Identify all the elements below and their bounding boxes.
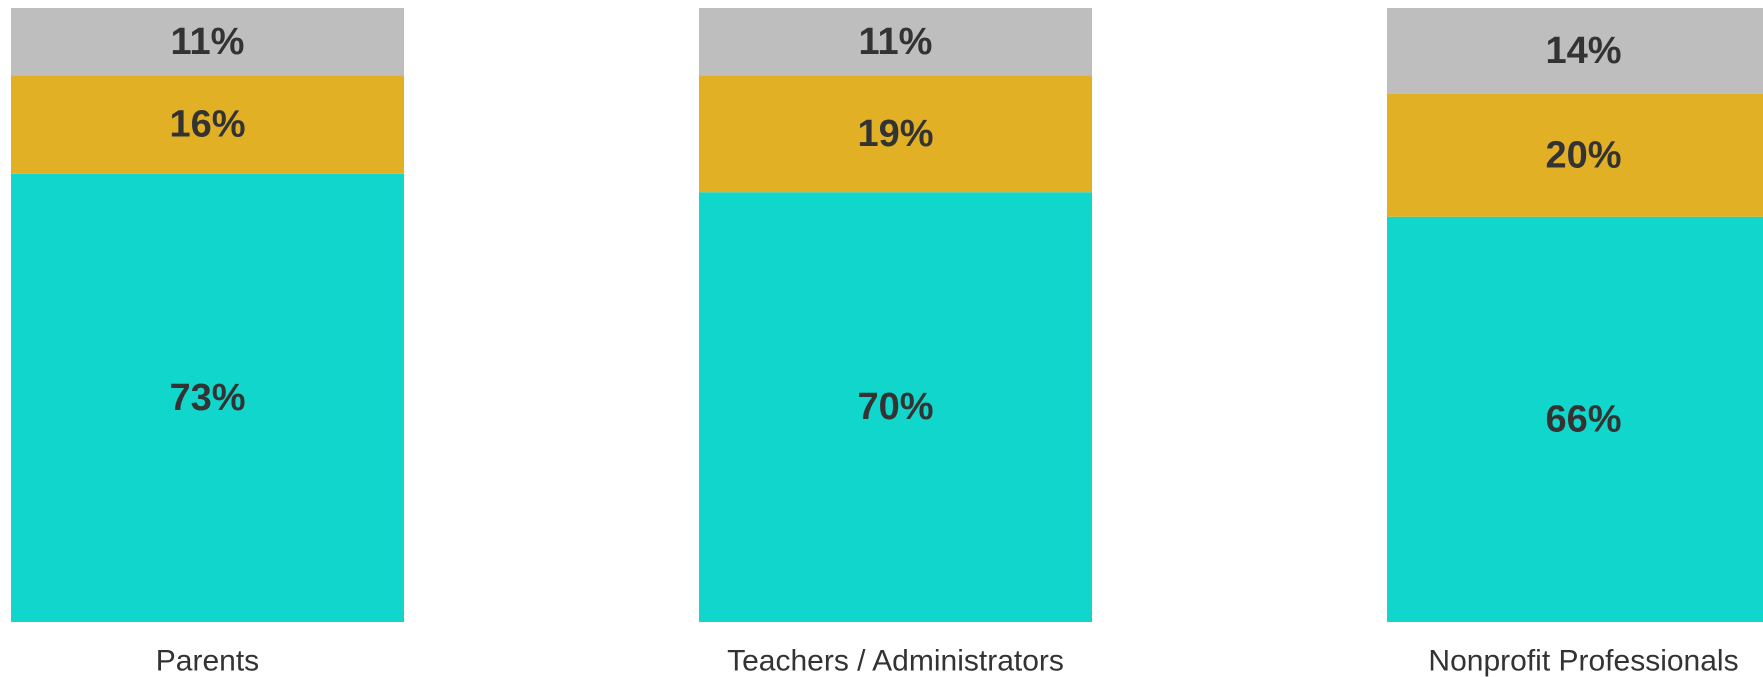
bar-segment-2-1 — [699, 192, 1092, 622]
data-label-3-2: 20% — [1545, 134, 1621, 176]
category-labels-group: Parents Teachers / Administrators Nonprofi… — [156, 645, 1739, 677]
data-label-1-2: 16% — [169, 104, 245, 146]
bar-segment-1-2 — [11, 75, 404, 174]
bar-segment-1-1 — [11, 173, 404, 622]
data-label-2-3: 11% — [859, 21, 933, 63]
bar-segment-2-3 — [699, 8, 1092, 76]
category-label-3: Nonprofit Professionals — [1428, 645, 1738, 677]
category-label-2: Teachers / Administrators — [727, 645, 1064, 677]
bar-segment-3-2 — [1387, 93, 1763, 217]
bar-segment-3-3 — [1387, 8, 1763, 94]
data-label-1-1: 73% — [169, 377, 245, 419]
bar-segment-3-1 — [1387, 216, 1763, 622]
bar-segment-1-3 — [11, 8, 404, 76]
data-label-3-3: 14% — [1545, 30, 1621, 72]
data-label-1-3: 11% — [171, 21, 245, 63]
bars-group: 73% 16% 11% 70% 19% 11% 66% 20% 14% — [11, 8, 1763, 622]
data-label-2-1: 70% — [857, 386, 933, 428]
data-label-2-2: 19% — [857, 113, 933, 155]
category-label-1: Parents — [156, 645, 259, 677]
data-label-3-1: 66% — [1545, 398, 1621, 440]
bar-segment-2-2 — [699, 75, 1092, 193]
